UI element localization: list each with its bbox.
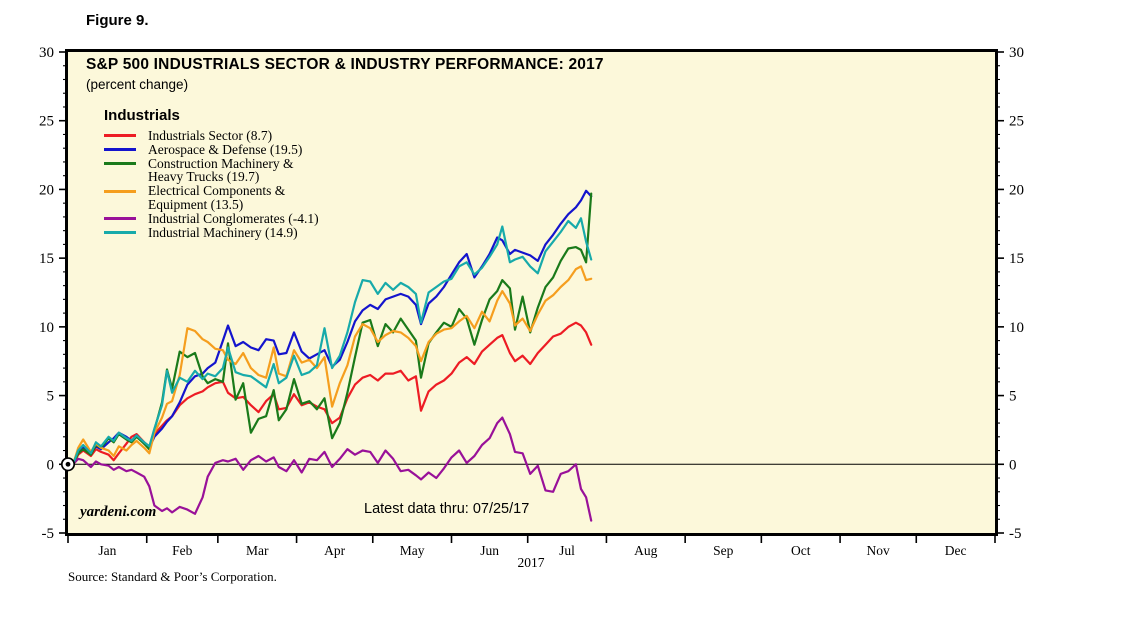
legend-swatch-line: [104, 134, 136, 138]
y-tick-label-left: 25: [39, 114, 54, 130]
legend-swatch-line: [104, 189, 136, 193]
x-axis-year-label: 2017: [517, 555, 545, 570]
legend-item-label: Industrial Conglomerates (-4.1): [148, 210, 319, 226]
legend-item-label: Aerospace & Defense (19.5): [148, 141, 303, 157]
latest-data-annotation: Latest data thru: 07/25/17: [364, 501, 530, 517]
legend-swatch-spacer: [104, 176, 136, 179]
legend-swatch-spacer: [104, 203, 136, 206]
y-tick-label-right: 5: [1009, 389, 1017, 405]
x-month-label: Aug: [634, 543, 657, 558]
x-month-label: Jul: [559, 543, 575, 558]
y-tick-label-right: 0: [1009, 457, 1017, 473]
legend-swatch-line: [104, 148, 136, 152]
legend-header: Industrials: [104, 107, 180, 124]
y-tick-label-left: 15: [39, 251, 54, 267]
x-month-label: May: [400, 543, 425, 558]
legend-swatch-line: [104, 217, 136, 221]
y-tick-label-right: 20: [1009, 182, 1024, 198]
y-tick-label-left: -5: [42, 526, 55, 542]
x-month-label: Feb: [172, 543, 193, 558]
legend-swatch-line: [104, 230, 136, 234]
legend-item-label: Industrials Sector (8.7): [148, 128, 273, 143]
y-tick-label-right: 25: [1009, 114, 1024, 130]
legend: Industrials Industrials Sector (8.7) Aero…: [104, 107, 319, 239]
legend-item-label: Electrical Components &: [148, 183, 286, 199]
legend-item-label: Heavy Trucks (19.7): [148, 169, 260, 185]
y-tick-label-left: 10: [39, 320, 54, 336]
legend-swatch-line: [104, 161, 136, 165]
y-tick-label-right: 15: [1009, 251, 1024, 267]
y-tick-label-right: -5: [1009, 526, 1022, 542]
x-month-label: Nov: [867, 543, 890, 558]
chart-subtitle: (percent change): [86, 77, 189, 92]
y-tick-label-left: 30: [39, 45, 54, 61]
x-month-label: Mar: [246, 543, 269, 558]
y-tick-label-left: 0: [47, 457, 55, 473]
source-note: Source: Standard & Poor’s Corporation.: [68, 569, 277, 584]
x-month-label: Jan: [98, 543, 116, 558]
y-tick-label-left: 5: [47, 389, 55, 405]
legend-item: Aerospace & Defense (19.5): [104, 141, 319, 157]
x-month-label: Jun: [480, 543, 499, 558]
x-month-label: Dec: [945, 543, 967, 558]
x-month-label: Oct: [791, 543, 811, 558]
y-tick-label-right: 30: [1009, 45, 1024, 61]
legend-item: Heavy Trucks (19.7): [104, 170, 319, 184]
figure-number-label: Figure 9.: [86, 12, 149, 29]
legend-item: Industrial Machinery (14.9): [104, 224, 319, 240]
legend-item: Industrials Sector (8.7): [104, 129, 319, 143]
legend-item: Construction Machinery &: [104, 155, 319, 171]
chart-title: S&P 500 INDUSTRIALS SECTOR & INDUSTRY PE…: [86, 56, 604, 73]
legend-item: Industrial Conglomerates (-4.1): [104, 210, 319, 226]
legend-item: Electrical Components &: [104, 184, 319, 198]
x-month-label: Sep: [713, 543, 734, 558]
watermark-yardeni: yardeni.com: [80, 504, 157, 520]
legend-item-label: Industrial Machinery (14.9): [148, 224, 298, 240]
legend-item: Equipment (13.5): [104, 198, 319, 212]
legend-item-label: Construction Machinery &: [148, 155, 294, 171]
y-tick-label-right: 10: [1009, 320, 1024, 336]
legend-rows: Industrials Sector (8.7) Aerospace & Defe…: [104, 129, 319, 239]
x-month-label: Apr: [324, 543, 345, 558]
y-tick-label-left: 20: [39, 182, 54, 198]
legend-item-label: Equipment (13.5): [148, 196, 244, 212]
